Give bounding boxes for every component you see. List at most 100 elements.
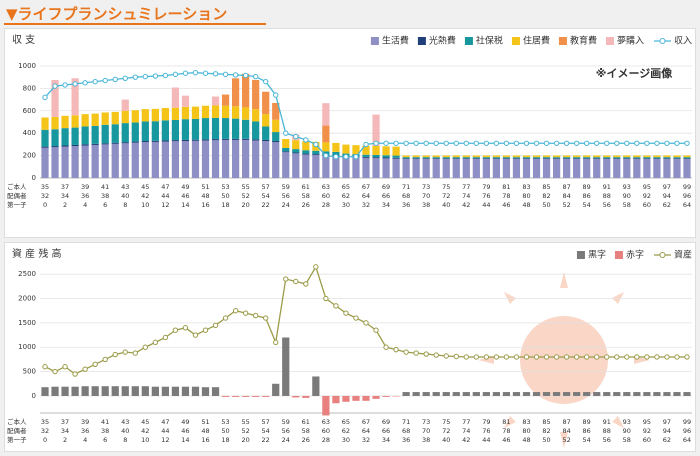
x-tick-label: 76 [482, 192, 490, 200]
bar [512, 158, 521, 159]
bar [402, 392, 410, 396]
bar [181, 141, 190, 178]
point [82, 366, 88, 372]
point [533, 354, 540, 360]
legend-label: 住居費 [523, 35, 550, 47]
bar [111, 142, 119, 144]
x-tick-label: 80 [522, 192, 530, 200]
point [453, 353, 459, 360]
point [443, 353, 449, 359]
x-tick-label: 14 [181, 436, 189, 444]
bar [91, 144, 99, 178]
bar [111, 143, 119, 178]
bar [221, 138, 230, 140]
x-tick-label: 49 [181, 418, 189, 426]
bar [472, 392, 480, 396]
point [644, 140, 650, 146]
point [122, 349, 128, 355]
bar [211, 117, 220, 140]
bar [633, 158, 641, 178]
x-tick-label: 56 [282, 192, 290, 200]
x-tick-label: 58 [623, 201, 631, 209]
bar [643, 158, 651, 178]
bar [472, 155, 480, 158]
point [262, 78, 269, 85]
bar [81, 144, 89, 146]
x-tick-label: 90 [623, 427, 631, 435]
x-tick-label: 40 [442, 201, 450, 209]
point [303, 137, 309, 143]
chart-title: 収 支 [12, 34, 35, 46]
bar [181, 139, 190, 142]
point [423, 351, 429, 357]
point [142, 344, 149, 350]
legend-label: 光熱費 [429, 35, 456, 47]
bar [121, 142, 129, 144]
bar [161, 141, 169, 178]
y-tick-label: 2500 [18, 270, 36, 278]
bar [302, 150, 310, 154]
bar [502, 155, 511, 158]
bar [452, 392, 460, 396]
x-tick-label: 56 [282, 427, 290, 435]
x-tick-label: 50 [221, 427, 229, 435]
bar [171, 386, 180, 396]
x-tick-label: 6 [103, 201, 107, 209]
bar [121, 99, 129, 111]
x-tick-label: 89 [583, 418, 591, 426]
bar [71, 144, 79, 147]
bar [683, 157, 691, 159]
x-tick-label: 50 [221, 192, 229, 200]
bar [231, 118, 240, 139]
x-tick-label: 54 [262, 427, 270, 435]
bar [382, 157, 390, 159]
bar [342, 144, 350, 154]
x-tick-label: 48 [522, 201, 530, 209]
point [353, 315, 359, 321]
annotation: ※イメージ画像 [596, 66, 673, 80]
x-tick-label: 55 [241, 418, 249, 426]
bar [372, 154, 380, 158]
point [493, 354, 500, 360]
bar [613, 158, 621, 159]
bar [292, 395, 300, 398]
bar [452, 158, 460, 178]
x-tick-label: 51 [201, 183, 209, 191]
bar [141, 142, 149, 178]
point [393, 346, 399, 353]
bar [583, 158, 591, 178]
bar [563, 158, 571, 178]
legend-marker [605, 37, 614, 45]
x-tick-label: 99 [683, 418, 691, 426]
point [122, 75, 128, 81]
row-label: ご本人 [7, 182, 27, 191]
bar [121, 143, 129, 178]
bar [221, 395, 230, 397]
bar [262, 114, 270, 127]
bar [603, 392, 611, 396]
x-tick-label: 35 [41, 418, 49, 426]
x-tick-label: 57 [262, 183, 270, 191]
point [413, 350, 419, 356]
x-tick-label: 73 [422, 418, 430, 426]
bar [282, 147, 290, 152]
x-tick-label: 42 [141, 192, 149, 200]
point [112, 76, 118, 83]
point [383, 344, 389, 350]
bar [472, 158, 480, 159]
x-tick-label: 32 [41, 427, 49, 435]
point [573, 140, 580, 146]
x-tick-label: 83 [522, 183, 530, 191]
bar [573, 392, 581, 396]
point [162, 334, 169, 341]
point [323, 152, 329, 159]
point [303, 281, 309, 287]
bar [683, 158, 691, 159]
bar [482, 392, 490, 396]
point [674, 354, 680, 360]
bar [211, 139, 220, 141]
bar [61, 145, 69, 147]
bar [502, 158, 511, 159]
bar [452, 157, 460, 159]
y-tick-label: 0 [32, 392, 36, 400]
